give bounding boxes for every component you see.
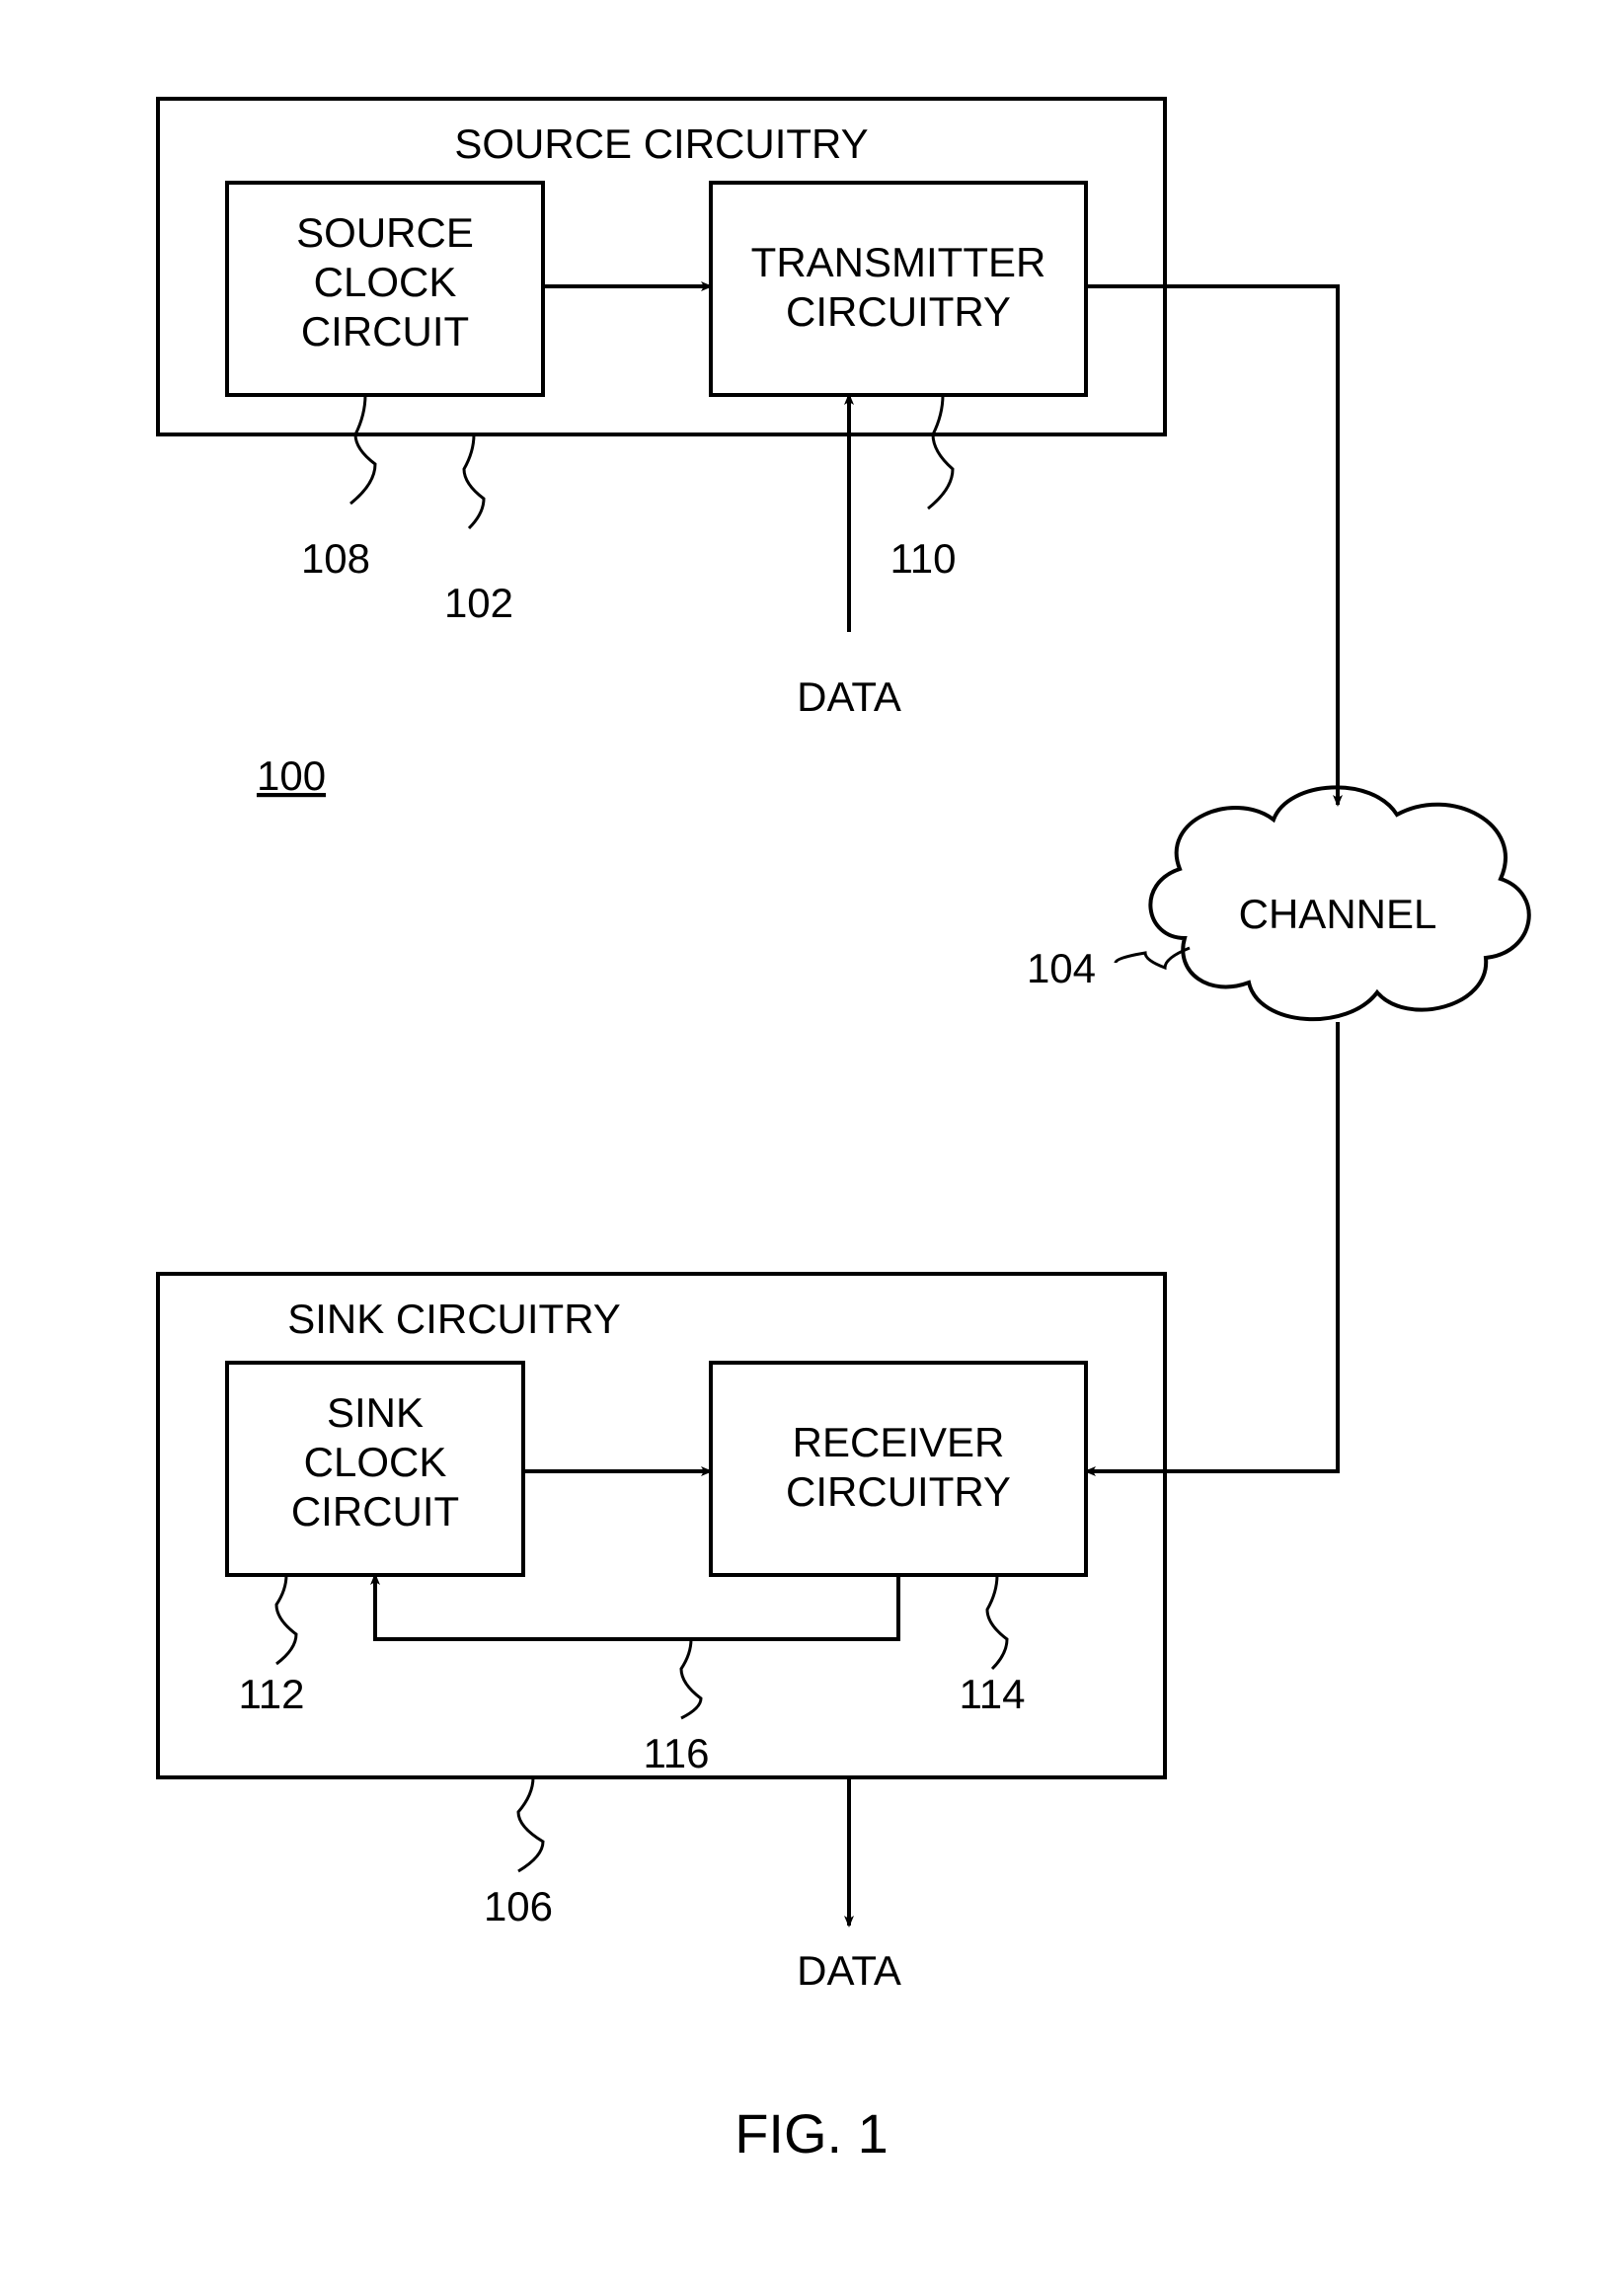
lead-114 — [987, 1575, 1007, 1669]
lead-116 — [681, 1639, 701, 1718]
ref-106: 106 — [484, 1883, 553, 1929]
tx-to-channel-arrow — [1086, 286, 1338, 805]
lead-102 — [464, 434, 484, 528]
transmitter-label-1: TRANSMITTER — [751, 239, 1046, 285]
lead-112 — [276, 1575, 296, 1664]
source-circuitry-label: SOURCE CIRCUITRY — [454, 120, 868, 167]
ref-100: 100 — [257, 752, 326, 799]
source-clock-label-1: SOURCE — [296, 209, 474, 256]
figure-title: FIG. 1 — [735, 2102, 889, 2164]
channel-to-rx-arrow — [1086, 1022, 1338, 1471]
lead-110 — [928, 395, 953, 509]
sink-clock-label-3: CIRCUIT — [291, 1488, 459, 1534]
source-clock-label-2: CLOCK — [314, 259, 457, 305]
receiver-label-2: CIRCUITRY — [786, 1468, 1011, 1515]
sink-clock-label-2: CLOCK — [304, 1439, 447, 1485]
ref-110: 110 — [890, 535, 957, 582]
ref-104: 104 — [1027, 945, 1096, 991]
lead-104 — [1116, 948, 1190, 968]
ref-116: 116 — [644, 1730, 710, 1776]
ref-108: 108 — [301, 535, 370, 582]
receiver-label-1: RECEIVER — [793, 1419, 1005, 1465]
sink-circuitry-label: SINK CIRCUITRY — [287, 1296, 621, 1342]
rx-to-sink-clk-arrow — [375, 1575, 898, 1639]
channel-label: CHANNEL — [1239, 891, 1437, 937]
ref-102: 102 — [444, 580, 513, 626]
ref-112: 112 — [239, 1671, 305, 1717]
transmitter-label-2: CIRCUITRY — [786, 288, 1011, 335]
data-out-label: DATA — [797, 1947, 901, 1994]
sink-clock-label-1: SINK — [327, 1389, 424, 1436]
lead-108 — [350, 395, 375, 504]
ref-114: 114 — [960, 1671, 1026, 1717]
data-in-label: DATA — [797, 673, 901, 720]
source-clock-label-3: CIRCUIT — [301, 308, 469, 354]
lead-106 — [518, 1777, 543, 1871]
